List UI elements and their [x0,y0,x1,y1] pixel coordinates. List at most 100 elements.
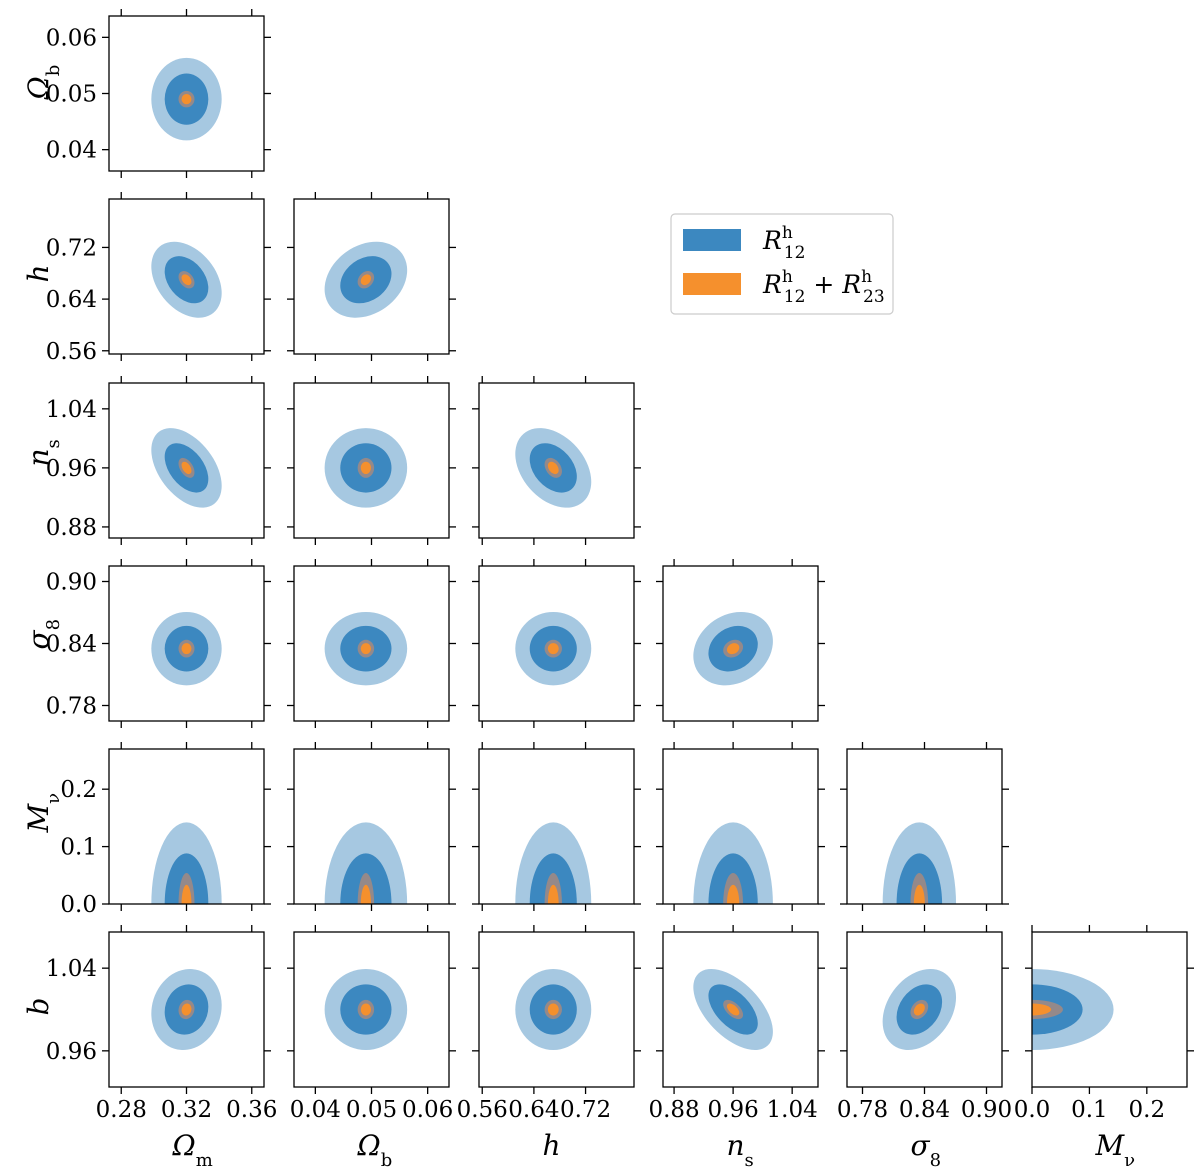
contour-r12-r23-1sigma [726,643,740,655]
contours [324,241,408,318]
x-axis-label: σ8 [911,1129,942,1170]
y-tick-label: 0.84 [46,632,97,658]
contour-r12-r23-1sigma [547,461,559,475]
panel-frame [1031,931,1188,1088]
contour-r12-r23-1sigma [360,643,372,655]
contours [324,611,408,686]
x-tick-label: 0.64 [508,1097,559,1123]
panel-Omega_b-vs-n_s [287,376,456,545]
contours [324,822,408,904]
panel-sigma_8-vs-M_nu [840,742,1009,911]
x-tick-label: 0.84 [899,1097,950,1123]
y-tick-label: 0.72 [46,235,97,261]
panel-sigma_8-vs-b: 0.78 0.84 0.90 σ8 [837,925,1012,1170]
x-axis-label: Ωm [172,1129,213,1170]
legend-label-R12h: Rh 12 [762,223,805,263]
contour-r12-r23-1sigma [360,884,372,904]
contour-r12-2sigma [882,822,957,904]
panel-n_s-vs-b: 0.88 0.96 1.04 ns [648,925,825,1170]
y-axis-label: Ωb [22,65,64,101]
contour-r12-r23-1sigma [547,643,559,655]
y-tick-label: 0.64 [46,287,97,313]
contours [693,968,773,1051]
x-tick-label: 0.04 [290,1097,341,1123]
contours [515,968,592,1051]
y-axis-label: h [22,264,55,282]
panel-Omega_m-vs-h: 0.56 0.64 0.72 h [22,192,271,365]
x-tick-label: 0.96 [708,1097,759,1123]
x-tick-label: 0.06 [402,1097,453,1123]
y-tick-label: 0.2 [60,777,97,803]
y-tick-label: 0.88 [46,515,97,541]
contours [151,611,222,686]
contour-r12-r23-2sigma [178,873,195,904]
y-tick-label: 1.04 [46,956,97,982]
y-tick-label: 0.96 [46,456,97,482]
y-tick-label: 0.1 [60,835,97,861]
contours [693,611,773,686]
panel-frame [478,748,635,905]
y-tick-label: 0.90 [46,570,97,596]
x-tick-label: 0.0 [1014,1097,1051,1123]
panel-Omega_m-vs-b: 0.28 0.32 0.36 0.96 1.04 Ωm b [22,925,277,1170]
x-tick-label: 0.78 [837,1097,888,1123]
contour-r12-2sigma [151,822,222,904]
y-tick-label: 1.04 [46,397,97,423]
contour-r12-r23-1sigma [360,274,372,286]
panel-Omega_b-vs-h [287,192,456,361]
x-tick-label: 1.04 [767,1097,818,1123]
x-tick-label: 0.88 [648,1097,699,1123]
y-tick-label: 0.0 [60,892,97,918]
panel-Omega_b-vs-M_nu [287,742,456,911]
x-tick-label: 0.90 [961,1097,1012,1123]
panel-frame [662,931,819,1088]
contour-r12-r23-1sigma [1032,1003,1052,1016]
x-tick-label: 0.36 [226,1097,277,1123]
panel-n_s-vs-M_nu [656,742,825,911]
panel-Omega_b-vs-sigma_8 [287,559,456,728]
contours [324,968,408,1051]
y-tick-label: 0.06 [46,25,97,51]
y-axis-label: ns [22,439,64,466]
contour-r12-r23-1sigma [181,274,192,286]
contours [151,241,222,318]
contours [515,428,592,508]
contour-r12-r23-1sigma [181,643,192,655]
y-axis-label: σ8 [22,619,64,650]
y-tick-label: 0.05 [46,82,97,108]
panel-h-vs-sigma_8 [472,559,641,728]
panel-h-vs-b: 0.56 0.64 0.72 h [457,925,641,1162]
contours [515,611,592,686]
contours [151,428,222,508]
contour-r12-r23-1sigma [913,1003,925,1016]
x-axis-label: ns [727,1129,754,1170]
y-axis-label: Mν [22,793,64,834]
contour-r12-2sigma [515,822,592,904]
contours [151,968,222,1051]
contours [324,428,408,508]
x-tick-label: 0.2 [1129,1097,1166,1123]
contour-r12-2sigma [693,822,773,904]
legend-label-R12h+R23h: Rh 12 + Rh 23 [762,267,885,307]
contour-r12-r23-1sigma [181,884,192,904]
x-axis-label: h [543,1129,561,1162]
legend-swatch-R12h+R23h [683,273,741,295]
panels-layer: 0.040.050.06Ωb0.560.640.72h0.880.961.04n… [22,9,1194,1170]
x-axis-label: Mν [1095,1129,1136,1170]
legend-swatch-R12h [683,229,741,251]
contour-r12-r23-1sigma [181,461,192,475]
panel-Omega_m-vs-Omega_b: 0.04 0.05 0.06 Ωb [22,9,271,178]
y-tick-label: 0.04 [46,138,97,164]
contour-r12-1sigma [340,853,392,904]
panel-Omega_m-vs-n_s: 0.88 0.96 1.04 ns [22,376,271,545]
contour-r12-r23-1sigma [726,1003,740,1016]
panel-Omega_b-vs-b: 0.04 0.05 0.06 Ωb [287,925,456,1170]
panel-M_nu-vs-b: 0.0 0.1 0.2 Mν [1014,925,1194,1170]
contour-r12-1sigma [529,853,577,904]
contour-r12-r23-1sigma [181,93,192,105]
contours [882,968,957,1051]
x-tick-label: 0.1 [1071,1097,1108,1123]
contour-r12-2sigma [324,822,408,904]
